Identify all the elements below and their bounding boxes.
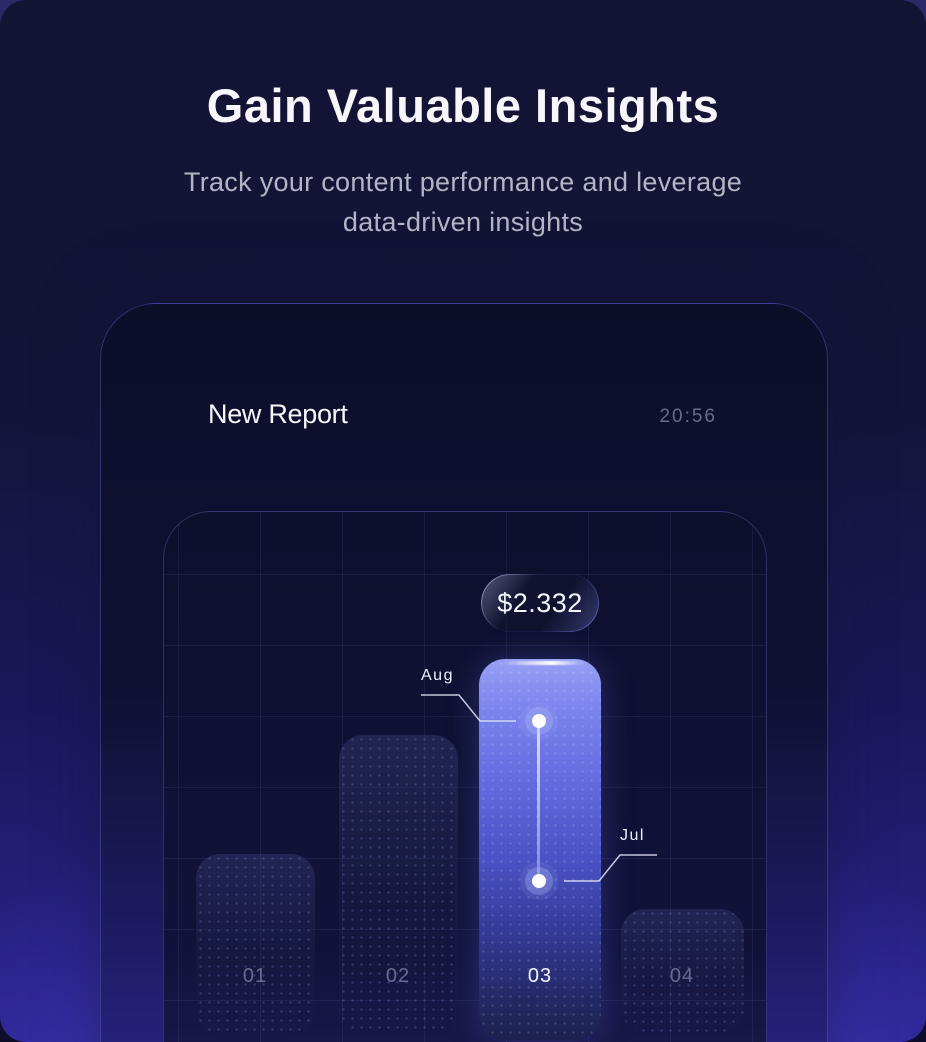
hero-subtitle: Track your content performance and lever… bbox=[0, 162, 926, 242]
hero-subtitle-line1: Track your content performance and lever… bbox=[183, 167, 743, 197]
marker-dot-aug bbox=[532, 714, 546, 728]
report-title: New Report bbox=[208, 399, 348, 429]
report-time: 20:56 bbox=[659, 406, 717, 427]
marker-connector-line bbox=[537, 721, 540, 881]
annotation-aug-label: Aug bbox=[421, 667, 454, 684]
hero-subtitle-line2: data-driven insights bbox=[342, 207, 584, 237]
hero-title: Gain Valuable Insights bbox=[206, 79, 720, 132]
marker-dot-jul bbox=[532, 874, 546, 888]
bar-label-03: 03 bbox=[527, 965, 553, 987]
bar-label-04: 04 bbox=[669, 965, 695, 987]
bar-label-01: 01 bbox=[242, 965, 268, 987]
value-badge-text: $2.332 bbox=[497, 587, 583, 618]
chart-gridlines bbox=[164, 512, 766, 1042]
chart-bar-01 bbox=[196, 854, 315, 1034]
bar-gloss-highlight bbox=[503, 661, 584, 665]
bar-label-02: 02 bbox=[385, 965, 411, 987]
report-card: New Report 20:56 $2.332 Aug Jul 01 bbox=[100, 303, 828, 1042]
chart-bar-04 bbox=[621, 909, 744, 1032]
annotation-jul-label: Jul bbox=[620, 827, 645, 844]
chart-card: $2.332 Aug Jul 01 02 03 04 bbox=[163, 511, 767, 1042]
value-badge: $2.332 bbox=[481, 574, 599, 632]
chart-bar-02 bbox=[339, 735, 458, 1032]
